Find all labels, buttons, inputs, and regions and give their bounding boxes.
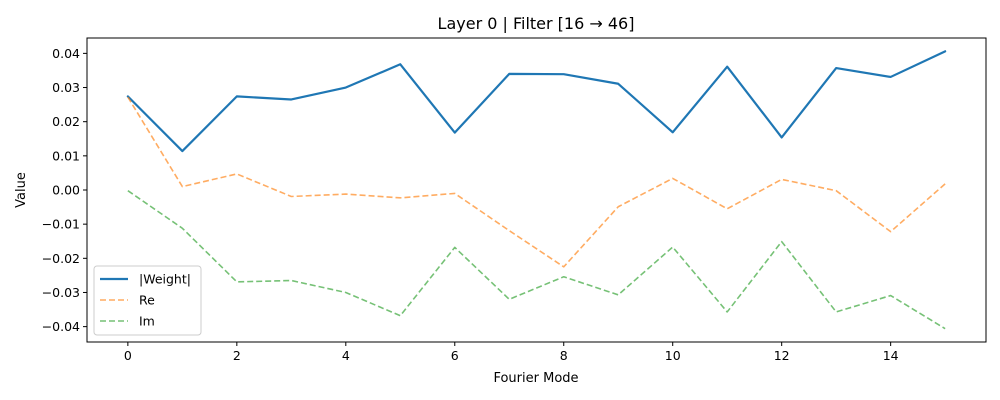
chart-title: Layer 0 | Filter [16 → 46] <box>438 14 635 33</box>
x-tick-label: 12 <box>774 348 790 363</box>
y-tick-label: 0.04 <box>52 46 80 61</box>
legend-label: Im <box>139 314 155 329</box>
x-axis-ticks: 0 2 4 6 8 10 12 14 <box>124 342 899 363</box>
x-tick-label: 4 <box>342 348 350 363</box>
y-tick-label: −0.02 <box>42 251 80 266</box>
series-layer <box>126 50 947 330</box>
series-line-2 <box>127 190 946 330</box>
y-axis-label: Value <box>14 172 29 208</box>
series-line-0 <box>126 50 947 153</box>
plot-area <box>86 37 987 343</box>
x-tick-label: 14 <box>883 348 899 363</box>
y-tick-label: −0.01 <box>42 217 80 232</box>
series-line-1 <box>127 96 946 268</box>
y-tick-label: −0.04 <box>42 319 80 334</box>
legend: |Weight| Re Im <box>93 265 202 336</box>
legend-label: Re <box>139 293 155 308</box>
x-tick-label: 8 <box>560 348 568 363</box>
x-tick-label: 6 <box>451 348 459 363</box>
x-axis-label: Fourier Mode <box>493 371 578 386</box>
y-axis-ticks: −0.04 −0.03 −0.02 −0.01 0.00 0.01 0.02 0.03 0.04 <box>42 46 87 334</box>
legend-box <box>93 265 202 336</box>
y-tick-label: 0.02 <box>52 114 80 129</box>
plot-frame <box>86 37 987 343</box>
legend-label: |Weight| <box>139 272 191 287</box>
y-tick-label: 0.03 <box>52 80 80 95</box>
y-tick-label: −0.03 <box>42 285 80 300</box>
x-tick-label: 10 <box>665 348 681 363</box>
y-tick-label: 0.01 <box>52 148 80 163</box>
x-tick-label: 0 <box>124 348 132 363</box>
x-tick-label: 2 <box>233 348 241 363</box>
y-tick-label: 0.00 <box>52 183 80 198</box>
